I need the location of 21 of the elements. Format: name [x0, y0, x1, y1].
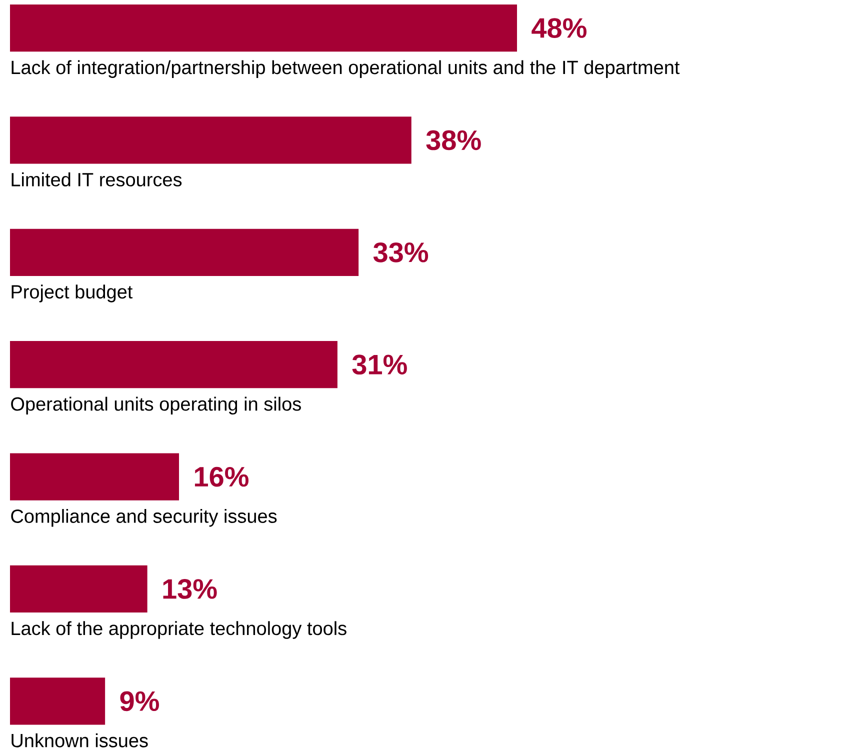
data-label: 31%	[352, 354, 407, 375]
y-tick-label: Lack of integration/partnership between operational units and the IT department	[12, 60, 680, 78]
bar	[10, 341, 338, 388]
bar	[10, 453, 180, 500]
data-label: 16%	[194, 466, 248, 487]
y-tick-label: Unknown issues	[12, 733, 148, 748]
bar	[10, 565, 148, 613]
data-label: 9%	[120, 691, 159, 712]
bar	[10, 116, 412, 164]
y-tick-label: Lack of the appropriate technology tools	[12, 621, 346, 639]
data-label: 38%	[426, 130, 481, 150]
y-tick-label: Compliance and security issues	[11, 508, 277, 527]
bar	[10, 228, 359, 276]
data-label: 13%	[163, 579, 217, 599]
bar	[10, 4, 518, 52]
y-tick-label: Project budget	[12, 284, 133, 302]
data-label: 33%	[373, 242, 428, 262]
y-tick-label: Limited IT resources	[12, 172, 182, 186]
y-tick-label: Operational units operating in silos	[11, 396, 301, 415]
bar	[10, 678, 106, 725]
data-label: 48%	[532, 18, 586, 38]
